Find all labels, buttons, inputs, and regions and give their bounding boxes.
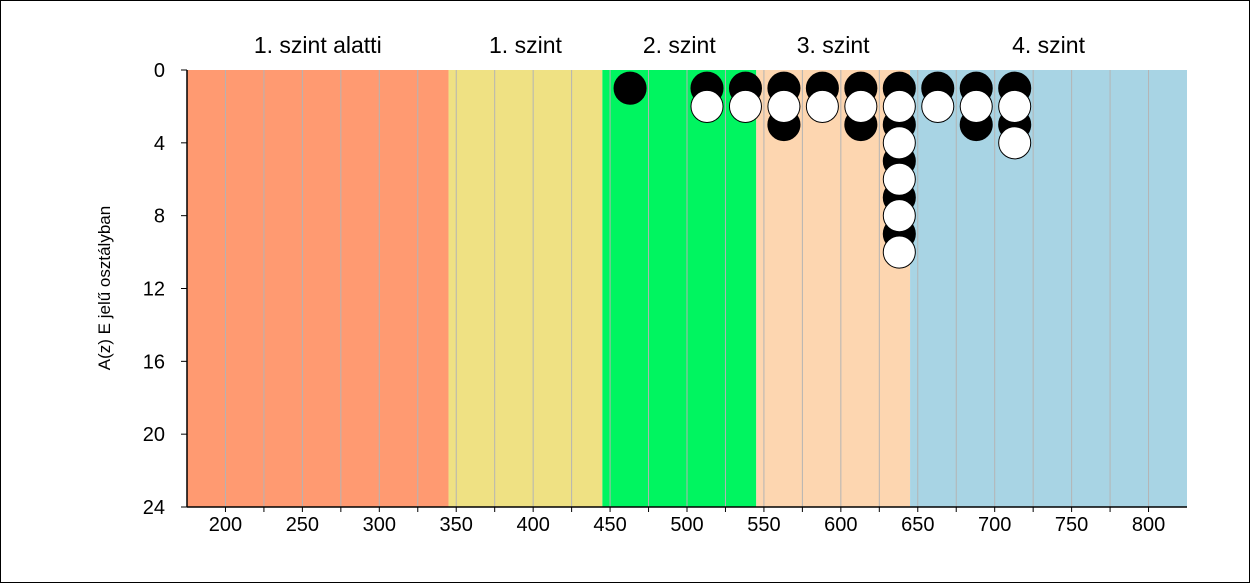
data-point [805, 89, 839, 123]
data-point [728, 89, 762, 123]
x-tick-label: 350 [440, 514, 473, 536]
level-labels: 1. szint alatti 1. szint 2. szint 3. szint 4… [254, 32, 1086, 58]
level-band [187, 70, 449, 507]
y-tick-labels: 0 4 8 12 16 20 24 [143, 60, 165, 519]
level-label: 1. szint alatti [254, 32, 382, 58]
data-point [998, 89, 1032, 123]
x-tick-labels: 200 250 300 350 400 450 500 550 600 650 700 750 800 [209, 514, 1165, 536]
y-tick-label: 12 [143, 279, 165, 301]
data-point [844, 89, 878, 123]
x-tick-label: 800 [1132, 514, 1165, 536]
level-band [448, 70, 603, 507]
level-label: 1. szint [489, 32, 562, 58]
y-tick-label: 24 [143, 497, 165, 519]
y-tick-label: 4 [154, 133, 165, 155]
data-point [921, 89, 955, 123]
x-tick-label: 200 [209, 514, 242, 536]
data-point [767, 89, 801, 123]
x-tick-label: 400 [516, 514, 549, 536]
grid-lines [224, 70, 1150, 507]
data-point [882, 235, 916, 269]
level-label: 3. szint [797, 32, 870, 58]
x-tick-label: 600 [824, 514, 857, 536]
level-band [602, 70, 757, 507]
x-tick-label: 650 [901, 514, 934, 536]
axes [181, 69, 1187, 512]
data-point [882, 126, 916, 160]
data-point [998, 126, 1032, 160]
data-point [882, 89, 916, 123]
x-tick-label: 700 [978, 514, 1011, 536]
level-label: 4. szint [1012, 32, 1085, 58]
x-tick-label: 450 [593, 514, 626, 536]
data-points [613, 71, 1032, 269]
y-tick-label: 8 [154, 206, 165, 228]
data-point [613, 71, 647, 105]
level-label: 2. szint [643, 32, 716, 58]
x-tick-label: 500 [670, 514, 703, 536]
data-point [690, 89, 724, 123]
data-point [959, 89, 993, 123]
y-tick-label: 20 [143, 424, 165, 446]
data-point [882, 199, 916, 233]
x-tick-label: 300 [363, 514, 396, 536]
y-tick-label: 0 [154, 60, 165, 82]
x-tick-label: 250 [286, 514, 319, 536]
level-band [910, 70, 1187, 507]
x-tick-label: 750 [1055, 514, 1088, 536]
y-tick-label: 16 [143, 351, 165, 373]
x-tick-label: 550 [747, 514, 780, 536]
y-axis-title: A(z) E jelű osztályban [95, 206, 114, 370]
data-point [882, 162, 916, 196]
